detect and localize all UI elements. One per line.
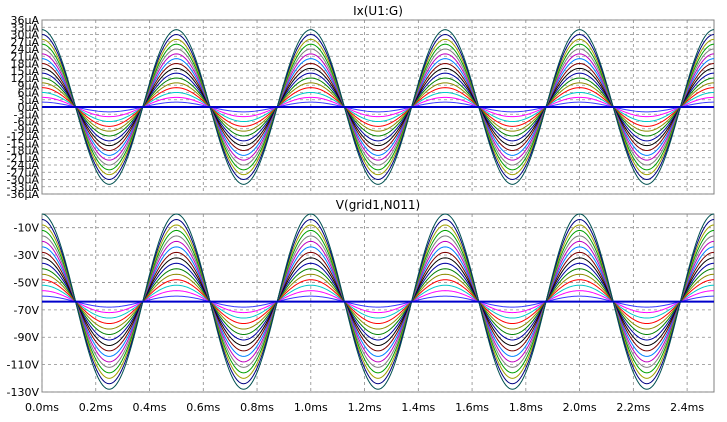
current-trace-9[interactable] xyxy=(41,58,715,156)
y-tick-label: -18µA xyxy=(7,145,40,158)
y-tick-label: 6µA xyxy=(17,87,39,100)
voltage-trace-3[interactable] xyxy=(41,279,715,325)
y-tick-label: 36µA xyxy=(10,14,39,27)
y-tick-label: -90V xyxy=(14,331,40,344)
voltage-trace-14[interactable] xyxy=(41,218,715,385)
x-tick-label: 2.0ms xyxy=(563,401,597,414)
current-trace-10[interactable] xyxy=(41,53,715,161)
y-tick-label: 0µA xyxy=(17,101,39,114)
current-trace-3[interactable] xyxy=(41,87,715,127)
current-trace-0[interactable] xyxy=(41,101,715,113)
y-tick-label: -30V xyxy=(14,249,40,262)
voltage-trace-1[interactable] xyxy=(41,290,715,314)
pane-voltage-title[interactable]: V(grid1,N011) xyxy=(336,198,420,212)
x-tick-label: 0.0ms xyxy=(25,401,59,414)
y-tick-label: -9µA xyxy=(14,123,40,136)
y-tick-label: -27µA xyxy=(7,166,40,179)
voltage-trace-4[interactable] xyxy=(41,273,715,330)
voltage-trace-6[interactable] xyxy=(41,262,715,341)
current-trace-12[interactable] xyxy=(41,43,715,171)
x-axis: 0.0ms 0.2ms 0.4ms 0.6ms 0.8ms 1.0ms 1.2ms 1.4ms… xyxy=(25,401,704,414)
y-tick-label: -50V xyxy=(14,276,40,289)
x-tick-label: 0.6ms xyxy=(186,401,220,414)
voltage-trace-9[interactable] xyxy=(41,246,715,357)
current-trace-4[interactable] xyxy=(41,82,715,132)
current-trace-11[interactable] xyxy=(41,48,715,166)
x-tick-label: 0.4ms xyxy=(133,401,167,414)
voltage-trace-12[interactable] xyxy=(41,229,715,374)
current-trace-7[interactable] xyxy=(41,67,715,147)
y-tick-label: -130V xyxy=(7,386,40,399)
voltage-trace-5[interactable] xyxy=(41,268,715,335)
y-tick-label: 24µA xyxy=(10,43,39,56)
x-tick-label: 1.2ms xyxy=(348,401,382,414)
y-tick-label: -3µA xyxy=(14,108,40,121)
current-trace-14[interactable] xyxy=(41,33,715,181)
y-tick-label: -12µA xyxy=(7,130,40,143)
current-trace-13[interactable] xyxy=(41,38,715,176)
y-tick-label: -21µA xyxy=(7,152,40,165)
y-tick-label: -36µA xyxy=(7,188,40,201)
y-tick-label: -15µA xyxy=(7,137,40,150)
y-tick-label: -10V xyxy=(14,222,40,235)
y-tick-label: -110V xyxy=(7,359,40,372)
y-tick-label: -30µA xyxy=(7,174,40,187)
voltage-trace-0[interactable] xyxy=(41,295,715,308)
voltage-trace-10[interactable] xyxy=(41,240,715,363)
y-tick-label: -70V xyxy=(14,304,40,317)
pane-voltage: -10V -30V -50V -70V -90V -110V -130V V(grid1,N… xyxy=(7,198,715,399)
y-tick-label: -24µA xyxy=(7,159,40,172)
y-tick-label: 3µA xyxy=(17,94,39,107)
pane-current-traces xyxy=(41,29,715,185)
x-tick-label: 1.6ms xyxy=(455,401,489,414)
y-tick-label: 12µA xyxy=(10,72,39,85)
pane-voltage-y-axis: -10V -30V -50V -70V -90V -110V -130V xyxy=(7,222,40,399)
current-trace-15[interactable] xyxy=(41,29,715,185)
y-tick-label: 21µA xyxy=(10,50,39,63)
voltage-trace-7[interactable] xyxy=(41,257,715,346)
x-tick-label: 2.2ms xyxy=(616,401,650,414)
x-tick-label: 2.4ms xyxy=(670,401,704,414)
x-tick-label: 1.0ms xyxy=(294,401,328,414)
y-tick-label: 9µA xyxy=(17,79,39,92)
y-tick-label: -33µA xyxy=(7,181,40,194)
x-tick-label: 0.8ms xyxy=(240,401,274,414)
y-tick-label: 15µA xyxy=(10,65,39,78)
current-trace-6[interactable] xyxy=(41,72,715,142)
voltage-trace-13[interactable] xyxy=(41,224,715,379)
voltage-trace-2[interactable] xyxy=(41,284,715,319)
current-trace-2[interactable] xyxy=(41,91,715,123)
y-tick-label: 27µA xyxy=(10,36,39,49)
current-trace-8[interactable] xyxy=(41,62,715,152)
voltage-trace-11[interactable] xyxy=(41,235,715,368)
voltage-trace-8[interactable] xyxy=(41,251,715,352)
x-tick-label: 1.4ms xyxy=(401,401,435,414)
x-tick-label: 1.8ms xyxy=(509,401,543,414)
y-tick-label: -6µA xyxy=(14,116,40,129)
pane-current: 36µA33µA30µA27µA24µA21µA18µA15µA12µA9µA6… xyxy=(7,4,715,201)
current-trace-1[interactable] xyxy=(41,96,715,118)
pane-voltage-traces xyxy=(41,213,715,390)
y-tick-label: 33µA xyxy=(10,21,39,34)
pane-current-title[interactable]: Ix(U1:G) xyxy=(353,4,403,18)
current-trace-5[interactable] xyxy=(41,77,715,137)
x-tick-label: 0.2ms xyxy=(79,401,113,414)
y-tick-label: 30µA xyxy=(10,29,39,42)
y-tick-label: 18µA xyxy=(10,58,39,71)
pane-current-y-axis: 36µA33µA30µA27µA24µA21µA18µA15µA12µA9µA6… xyxy=(7,14,40,201)
voltage-trace-15[interactable] xyxy=(41,213,715,390)
